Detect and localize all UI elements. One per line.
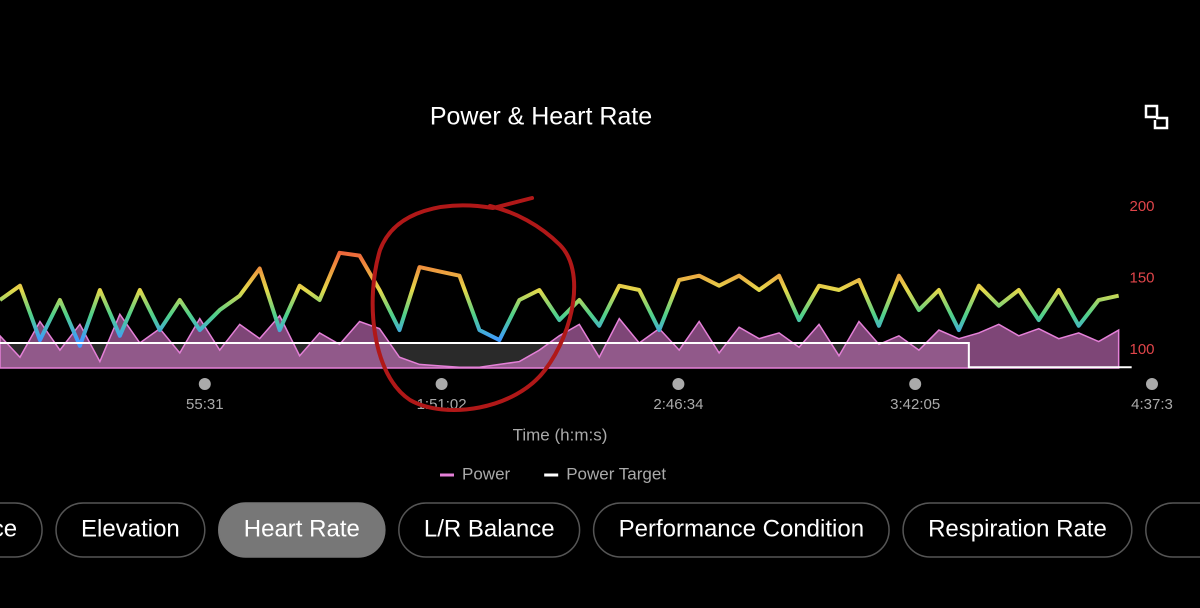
tab[interactable]: ence bbox=[0, 502, 43, 558]
plot bbox=[0, 250, 1132, 369]
tab-label: ence bbox=[0, 515, 17, 542]
tab-label: Performance Condition bbox=[619, 515, 864, 542]
tab-pill[interactable] bbox=[55, 502, 206, 558]
tab[interactable]: Respiration Rate bbox=[902, 502, 1133, 558]
legend-label: Power bbox=[462, 464, 511, 483]
x-tick-dot bbox=[672, 378, 685, 390]
x-tick-dot bbox=[198, 378, 211, 390]
y-tick-label: 100 bbox=[1129, 341, 1154, 358]
heart-rate-line bbox=[0, 250, 1120, 348]
tab[interactable]: Performance Condition bbox=[592, 502, 890, 558]
tab[interactable]: Elevation bbox=[55, 502, 206, 558]
x-tick-label: 3:42:05 bbox=[890, 396, 940, 413]
y-tick-label: 150 bbox=[1129, 270, 1154, 287]
x-tick-dot bbox=[435, 378, 448, 390]
tab-bar: ence Elevation Heart Rate L/R Balance Perfor… bbox=[0, 502, 1200, 558]
y-tick-label: 200 bbox=[1129, 198, 1154, 215]
annotation-circle bbox=[370, 196, 577, 412]
power-target-line bbox=[0, 341, 1132, 369]
tab-label: L/R Balance bbox=[424, 515, 555, 542]
chart-title: Power & Heart Rate bbox=[430, 103, 652, 131]
tab-pill[interactable] bbox=[398, 502, 581, 558]
tab-pill[interactable] bbox=[1145, 502, 1200, 558]
tab-label: Elevation bbox=[81, 515, 180, 542]
x-tick-label: 4:37:3 bbox=[1131, 396, 1173, 413]
tab-label: Heart Rate bbox=[244, 515, 360, 542]
x-tick-dot bbox=[1146, 378, 1158, 390]
tab-pill[interactable] bbox=[218, 502, 386, 558]
tab[interactable]: L/R Balance bbox=[398, 502, 581, 558]
tab-pill[interactable] bbox=[592, 502, 890, 558]
tab[interactable]: Heart Rate bbox=[218, 502, 386, 558]
expand-icon[interactable] bbox=[1144, 104, 1169, 130]
legend: Power Power Target bbox=[440, 464, 666, 483]
legend-label: Power Target bbox=[566, 464, 666, 483]
x-tick-dot bbox=[909, 378, 922, 390]
x-axis-label: Time (h:m:s) bbox=[513, 425, 608, 444]
x-tick-label: 2:46:34 bbox=[653, 396, 703, 413]
tab-pill[interactable] bbox=[902, 502, 1133, 558]
power-area bbox=[0, 312, 1120, 369]
tab-pill[interactable] bbox=[0, 502, 43, 558]
x-tick-label: 55:31 bbox=[186, 396, 224, 413]
tab-label: Respiration Rate bbox=[928, 515, 1107, 542]
